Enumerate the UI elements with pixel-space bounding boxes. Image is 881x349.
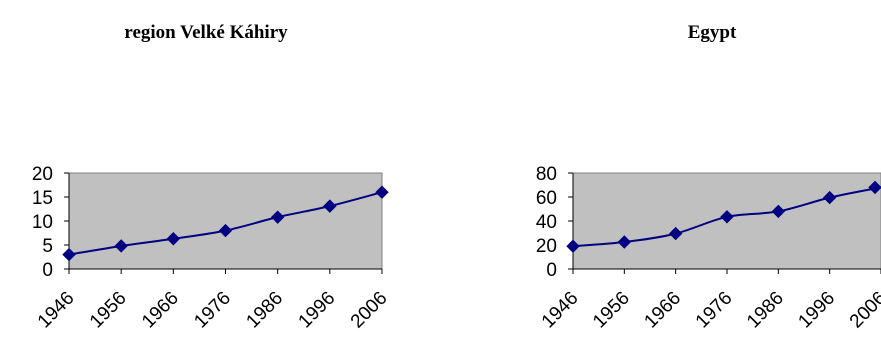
- x-tick-label: 1996: [295, 288, 340, 333]
- x-tick-label: 1956: [589, 288, 634, 333]
- data-point: [218, 223, 233, 238]
- data-point: [868, 180, 881, 195]
- data-point: [822, 190, 837, 205]
- x-tick-label: 2006: [347, 288, 392, 333]
- data-point: [375, 185, 389, 199]
- data-point: [62, 247, 76, 262]
- data-point: [323, 199, 337, 213]
- data-point: [270, 210, 285, 224]
- y-tick-label: 10: [32, 212, 53, 233]
- y-tick-label: 20: [32, 164, 53, 185]
- chart-egypt: Egypt 0 20 40 60 80 1946 1956 1966 1976 1986 1996 2…: [536, 22, 881, 332]
- y-tick-label: 60: [536, 188, 557, 209]
- x-tick-label: 2006: [846, 288, 881, 333]
- chart-title: region Velké Káhiry: [124, 22, 288, 43]
- y-tick-label: 80: [536, 164, 557, 185]
- x-tick-label: 1956: [86, 288, 131, 333]
- data-point: [566, 239, 580, 253]
- x-tick-label: 1986: [743, 288, 788, 333]
- chart-title: Egypt: [688, 22, 737, 43]
- x-tick-label: 1976: [190, 288, 235, 333]
- data-point: [114, 239, 128, 253]
- y-tick-label: 5: [42, 236, 53, 257]
- data-point: [668, 226, 683, 241]
- x-tick-label: 1946: [538, 288, 583, 333]
- x-tick-label: 1946: [34, 288, 79, 333]
- y-tick-label: 20: [536, 236, 557, 257]
- x-tick-label: 1976: [692, 288, 737, 333]
- y-tick-label: 40: [536, 212, 557, 233]
- data-point: [720, 210, 734, 224]
- data-point: [771, 204, 786, 219]
- y-tick-label: 0: [546, 260, 557, 281]
- y-tick-label: 0: [42, 260, 53, 281]
- x-tick-label: 1996: [794, 288, 839, 333]
- data-point: [166, 232, 181, 246]
- plot-area: [68, 172, 383, 270]
- y-tick-label: 15: [32, 188, 53, 209]
- chart-cairo-region: region Velké Káhiry 0 5 10 15 20 1946 1956 1966…: [32, 22, 392, 332]
- x-tick-label: 1966: [640, 288, 685, 333]
- x-tick-label: 1966: [138, 288, 183, 333]
- data-point: [617, 235, 632, 249]
- x-tick-label: 1986: [242, 288, 287, 333]
